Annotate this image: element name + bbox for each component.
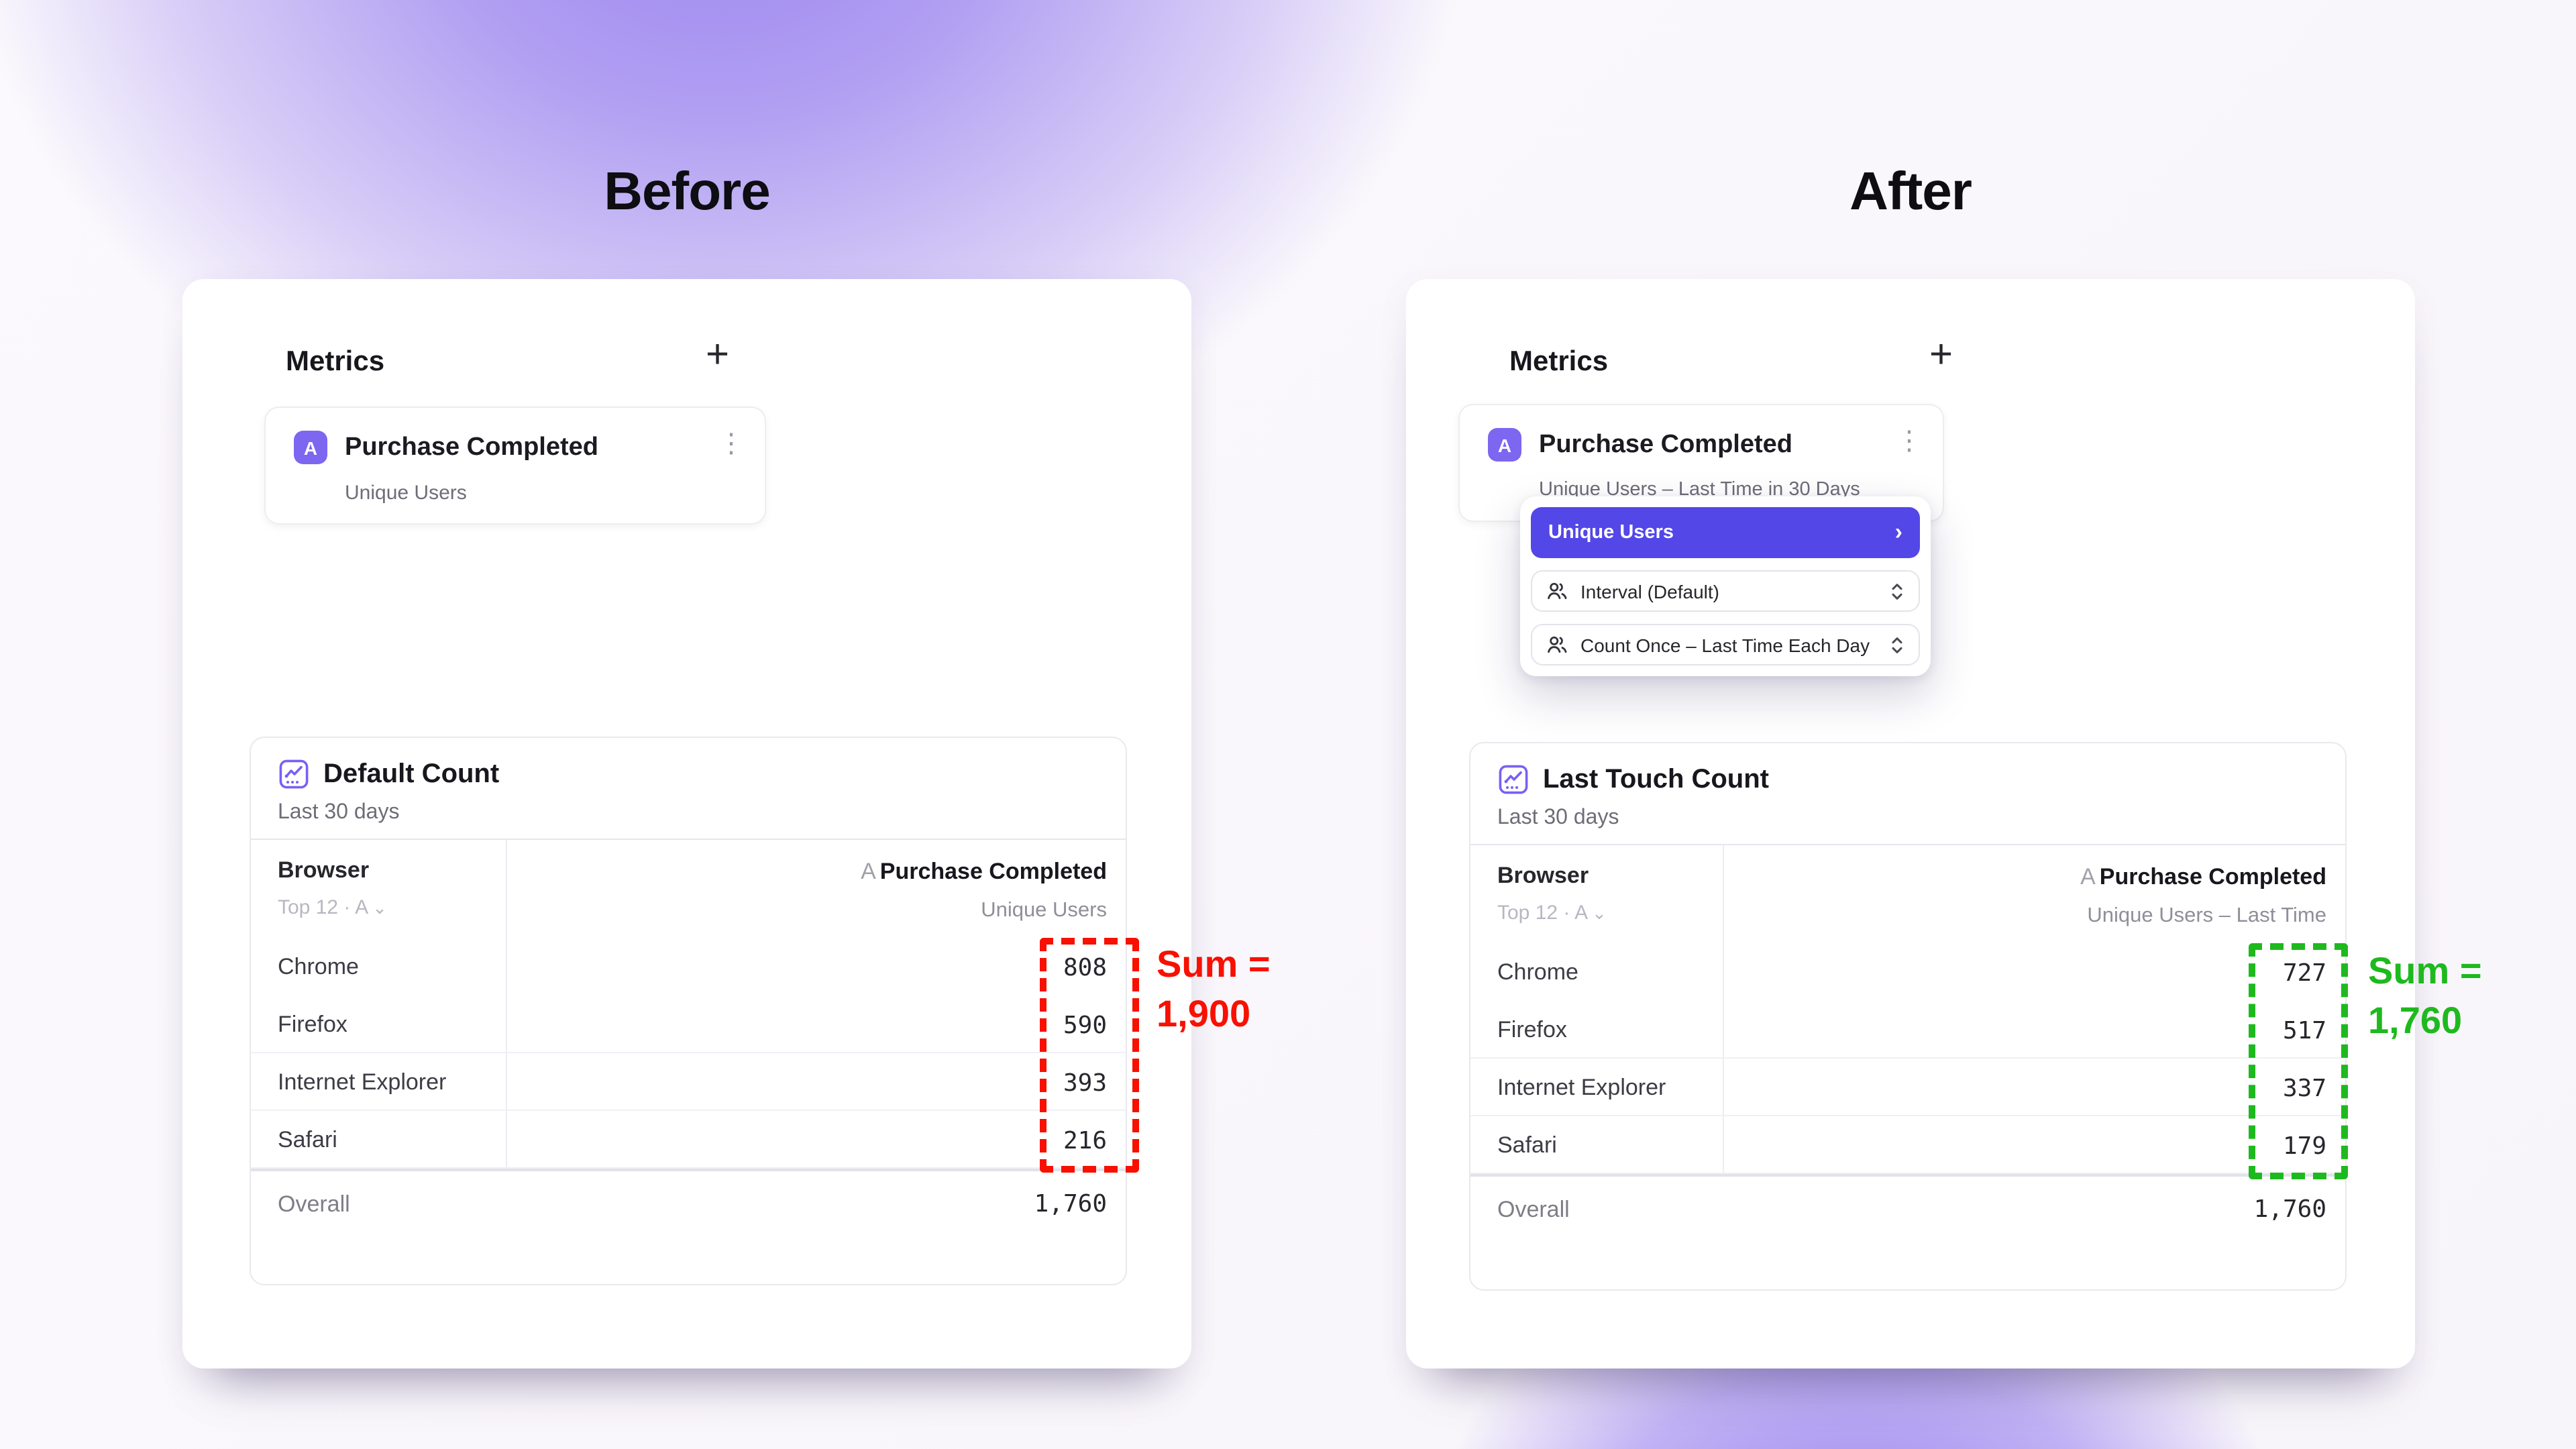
dropdown-item-count-once[interactable]: Count Once – Last Time Each Day bbox=[1531, 624, 1920, 665]
cell-value: 517 bbox=[2282, 1017, 2326, 1045]
table-header-row: Browser Top 12 · A ⌄ A Purchase Completed … bbox=[251, 840, 1126, 938]
users-icon bbox=[1546, 633, 1568, 656]
plus-icon: + bbox=[706, 333, 730, 377]
before-card: Metrics + A Purchase Completed ⋮ Unique … bbox=[182, 279, 1191, 1368]
users-icon bbox=[1546, 580, 1568, 602]
table-date-range: Last 30 days bbox=[278, 801, 400, 824]
overall-value: 1,760 bbox=[1034, 1190, 1107, 1218]
add-metric-button[interactable]: + bbox=[706, 335, 729, 376]
column-header-browser: Browser bbox=[278, 857, 370, 883]
after-card: Metrics + A Purchase Completed ⋮ Unique … bbox=[1406, 279, 2415, 1368]
sum-annotation-red: Sum = 1,900 bbox=[1157, 943, 1271, 1034]
table-row: Internet Explorer 337 bbox=[1470, 1059, 2345, 1116]
series-letter: A bbox=[861, 859, 876, 884]
after-panel: After Metrics + A Purchase Completed ⋮ U… bbox=[1406, 0, 2482, 1449]
metric-title: Purchase Completed bbox=[345, 433, 598, 462]
overall-value: 1,760 bbox=[2253, 1195, 2326, 1224]
metric-subtitle: Unique Users bbox=[345, 482, 467, 504]
table-row: Chrome 727 bbox=[1497, 959, 2326, 987]
dropdown-item-interval[interactable]: Interval (Default) bbox=[1531, 570, 1920, 612]
table-header-row: Browser Top 12 · A ⌄ A Purchase Completed … bbox=[1470, 845, 2345, 943]
column-divider bbox=[506, 840, 507, 1169]
dropdown-item-unique-users[interactable]: Unique Users › bbox=[1531, 507, 1920, 558]
column-header-metric: A Purchase Completed bbox=[861, 859, 1107, 884]
metric-badge: A bbox=[294, 431, 327, 464]
chevron-down-icon: ⌄ bbox=[372, 898, 387, 918]
overall-separator bbox=[251, 1169, 1126, 1171]
cell-value: 393 bbox=[1063, 1069, 1107, 1097]
column-subheader-measure: Unique Users – Last Time bbox=[2087, 904, 2326, 927]
selector-updown-icon bbox=[1889, 580, 1905, 602]
kebab-menu-icon[interactable]: ⋮ bbox=[1896, 427, 1923, 456]
table-title-bar: Default Count Last 30 days bbox=[251, 738, 1126, 840]
after-title: After bbox=[1849, 162, 1972, 221]
table-row: Internet Explorer 393 bbox=[251, 1053, 1126, 1111]
selector-updown-icon bbox=[1889, 634, 1905, 655]
sum-annotation-green: Sum = 1,760 bbox=[2368, 950, 2482, 1041]
table-row: Safari 216 bbox=[251, 1111, 1126, 1169]
table-row: Firefox 590 bbox=[251, 996, 1126, 1053]
column-divider bbox=[1723, 845, 1724, 1174]
metrics-heading: Metrics bbox=[1509, 346, 1609, 377]
results-table-card: Last Touch Count Last 30 days Browser To… bbox=[1469, 742, 2347, 1291]
metric-card[interactable]: A Purchase Completed ⋮ Unique Users – La… bbox=[1458, 404, 1944, 522]
table-row: Safari 179 bbox=[1470, 1116, 2345, 1174]
overall-row: Overall 1,760 bbox=[1497, 1195, 2326, 1224]
cell-value: 179 bbox=[2282, 1132, 2326, 1161]
cell-value: 337 bbox=[2282, 1075, 2326, 1103]
metric-badge: A bbox=[1488, 428, 1521, 462]
add-metric-button[interactable]: + bbox=[1929, 335, 1953, 376]
cell-value: 727 bbox=[2282, 959, 2326, 987]
table-date-range: Last 30 days bbox=[1497, 806, 1619, 829]
table-row: Firefox 517 bbox=[1470, 1001, 2345, 1059]
chevron-right-icon: › bbox=[1894, 519, 1902, 545]
before-panel: Before Metrics + A Purchase Completed ⋮ … bbox=[182, 0, 1271, 1449]
overall-row: Overall 1,760 bbox=[278, 1190, 1107, 1218]
cell-value: 590 bbox=[1063, 1012, 1107, 1040]
plus-icon: + bbox=[1929, 333, 1953, 377]
browser-filter-dropdown[interactable]: Top 12 · A ⌄ bbox=[278, 896, 387, 919]
metric-card[interactable]: A Purchase Completed ⋮ Unique Users bbox=[264, 407, 766, 525]
metric-title: Purchase Completed bbox=[1539, 431, 1792, 459]
cell-value: 216 bbox=[1063, 1127, 1107, 1155]
table-title: Default Count bbox=[323, 759, 500, 789]
table-row: Chrome 808 bbox=[278, 954, 1107, 982]
kebab-menu-icon[interactable]: ⋮ bbox=[718, 429, 745, 459]
cell-value: 808 bbox=[1063, 954, 1107, 982]
column-header-metric: A Purchase Completed bbox=[2080, 864, 2326, 890]
metrics-heading: Metrics bbox=[286, 346, 385, 377]
measure-dropdown-menu: Unique Users › Interval (Default) Count … bbox=[1520, 496, 1931, 676]
chevron-down-icon: ⌄ bbox=[1592, 903, 1607, 923]
series-letter: A bbox=[2080, 864, 2096, 890]
results-table-card: Default Count Last 30 days Browser Top 1… bbox=[250, 737, 1127, 1285]
before-title: Before bbox=[604, 162, 770, 221]
overall-separator bbox=[1470, 1174, 2345, 1177]
chart-icon bbox=[1497, 763, 1529, 796]
column-header-browser: Browser bbox=[1497, 863, 1589, 888]
chart-icon bbox=[278, 758, 310, 790]
table-title-bar: Last Touch Count Last 30 days bbox=[1470, 743, 2345, 845]
table-title: Last Touch Count bbox=[1543, 765, 1769, 794]
column-subheader-measure: Unique Users bbox=[981, 899, 1107, 922]
browser-filter-dropdown[interactable]: Top 12 · A ⌄ bbox=[1497, 902, 1607, 924]
